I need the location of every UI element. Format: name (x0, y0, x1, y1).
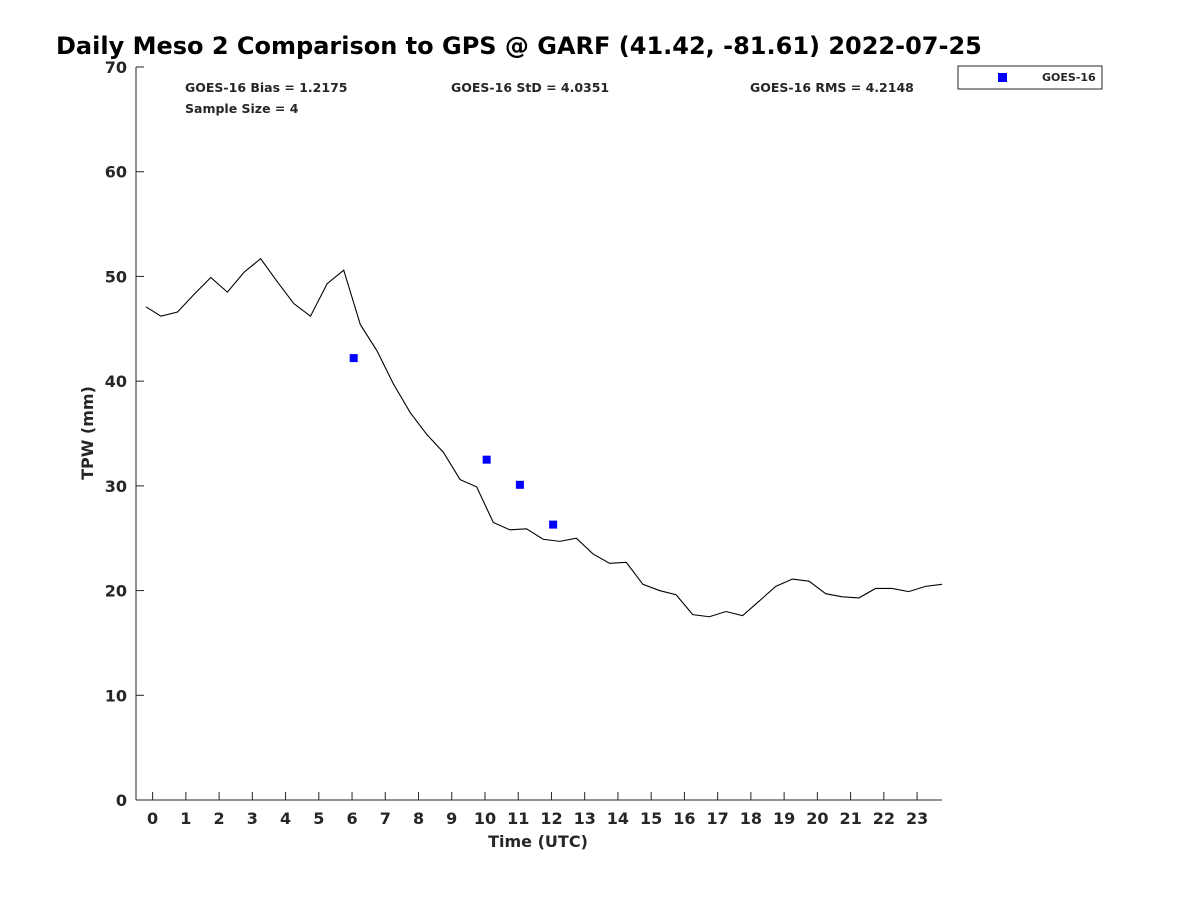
legend: GOES-16 (957, 65, 1103, 90)
x-tick-label: 1 (180, 809, 191, 828)
axes (135, 67, 942, 801)
x-tick-label: 8 (413, 809, 424, 828)
goes16-point (515, 480, 524, 489)
legend-label-goes16: GOES-16 (1042, 71, 1096, 84)
plot-series (145, 257, 943, 618)
x-ticks: 0 1 2 3 4 5 6 7 8 9 10 11 12 13 14 15 16 17 18 19 20 21 22 23 (147, 792, 928, 828)
x-tick-label: 19 (773, 809, 795, 828)
x-tick-label: 18 (740, 809, 762, 828)
x-tick-label: 11 (507, 809, 529, 828)
x-tick-label: 2 (214, 809, 225, 828)
goes16-point (482, 455, 491, 464)
x-tick-label: 5 (313, 809, 324, 828)
x-axis-label: Time (UTC) (488, 832, 588, 851)
y-tick-label: 10 (105, 686, 127, 705)
y-tick-label: 60 (105, 163, 127, 182)
legend-marker-goes16 (998, 73, 1007, 82)
y-tick-label: 70 (105, 58, 127, 77)
x-tick-label: 15 (640, 809, 662, 828)
stat-bias: GOES-16 Bias = 1.2175 (185, 80, 347, 95)
stat-rms: GOES-16 RMS = 4.2148 (750, 80, 914, 95)
x-tick-label: 20 (806, 809, 828, 828)
gps-tpw-line (145, 257, 943, 618)
y-axis-label: TPW (mm) (78, 386, 97, 480)
y-tick-label: 0 (116, 791, 127, 810)
x-tick-label: 22 (873, 809, 895, 828)
stat-std: GOES-16 StD = 4.0351 (451, 80, 609, 95)
x-tick-label: 4 (280, 809, 291, 828)
x-tick-label: 21 (839, 809, 861, 828)
x-tick-label: 23 (906, 809, 928, 828)
y-ticks: 0 10 20 30 40 50 60 70 (105, 58, 144, 810)
x-tick-label: 16 (673, 809, 695, 828)
x-tick-label: 12 (540, 809, 562, 828)
chart-title: Daily Meso 2 Comparison to GPS @ GARF (4… (56, 32, 982, 60)
x-tick-label: 13 (574, 809, 596, 828)
goes16-point (349, 354, 358, 363)
x-tick-label: 14 (607, 809, 629, 828)
x-tick-label: 0 (147, 809, 158, 828)
x-tick-label: 10 (474, 809, 496, 828)
x-tick-label: 6 (346, 809, 357, 828)
y-tick-label: 40 (105, 372, 127, 391)
x-tick-label: 9 (446, 809, 457, 828)
legend-box (957, 65, 1103, 90)
goes16-point (549, 520, 558, 529)
stat-sample-size: Sample Size = 4 (185, 101, 299, 116)
y-tick-label: 50 (105, 267, 127, 286)
x-tick-label: 7 (380, 809, 391, 828)
y-tick-label: 30 (105, 477, 127, 496)
x-tick-label: 3 (247, 809, 258, 828)
y-tick-label: 20 (105, 582, 127, 601)
x-tick-label: 17 (707, 809, 729, 828)
